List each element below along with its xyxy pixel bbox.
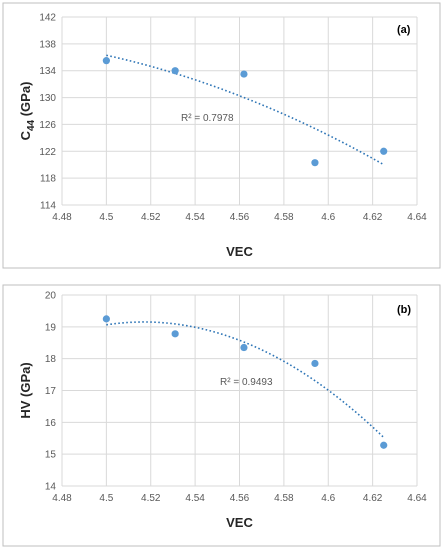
- data-point: [102, 57, 110, 65]
- y-tick-label: 18: [45, 354, 57, 365]
- panel-frame: [2, 2, 441, 269]
- y-tick-label: 142: [39, 13, 56, 24]
- x-tick-label: 4.5: [99, 493, 113, 504]
- x-tick-label: 4.58: [274, 212, 294, 223]
- data-point: [311, 359, 319, 368]
- data-point: [380, 147, 388, 155]
- x-tick-label: 4.6: [321, 493, 335, 504]
- y-tick-label: 118: [40, 174, 56, 185]
- y-axis-title-subscript: 44: [26, 119, 37, 131]
- x-tick-label: 4.48: [52, 212, 72, 223]
- y-tick-label: 15: [45, 450, 57, 461]
- x-tick-label: 4.62: [363, 212, 383, 223]
- x-tick-label: 4.52: [141, 493, 161, 504]
- y-axis-title: HV (GPa): [18, 362, 33, 418]
- y-tick-label: 138: [39, 39, 56, 50]
- x-tick-label: 4.48: [52, 493, 72, 504]
- trendline: [106, 321, 385, 439]
- y-tick-label: 130: [39, 93, 56, 104]
- y-tick-label: 134: [39, 66, 56, 77]
- y-tick-label: 14: [45, 482, 57, 493]
- x-axis-title: VEC: [226, 515, 253, 530]
- chart-panel-a: 4.48 4.5 4.52 4.54 4.56 4.58 4.6 4.62 4.64 114 118…: [2, 2, 441, 269]
- x-tick-label: 4.54: [185, 212, 205, 223]
- data-point: [240, 343, 248, 352]
- panel-frame: [2, 284, 441, 547]
- x-tick-label: 4.5: [99, 212, 113, 223]
- x-tick-label: 4.52: [141, 212, 161, 223]
- trendline: [106, 54, 385, 166]
- x-tick-label: 4.54: [185, 493, 205, 504]
- x-tick-label: 4.64: [407, 212, 427, 223]
- panel-label: (a): [397, 24, 411, 36]
- chart-panel-b: 4.48 4.5 4.52 4.54 4.56 4.58 4.6 4.62 4.64 14 15 16…: [2, 284, 441, 547]
- y-tick-label: 20: [45, 291, 57, 302]
- y-tick-label: 114: [40, 201, 56, 212]
- y-axis-title-unit: (GPa): [18, 82, 33, 120]
- data-point: [171, 330, 179, 338]
- data-point: [171, 67, 179, 75]
- panel-label: (b): [397, 304, 411, 316]
- y-axis-title-main: C: [18, 130, 33, 140]
- data-point: [311, 159, 319, 167]
- x-tick-label: 4.62: [363, 493, 383, 504]
- r-squared-label: R² = 0.7978: [181, 113, 234, 124]
- r-squared-label: R² = 0.9493: [220, 377, 273, 388]
- x-tick-label: 4.56: [230, 212, 250, 223]
- x-tick-label: 4.56: [230, 493, 250, 504]
- data-point: [102, 315, 110, 323]
- x-tick-label: 4.58: [274, 493, 294, 504]
- x-axis-title: VEC: [226, 244, 253, 259]
- x-tick-label: 4.64: [407, 493, 427, 504]
- y-tick-label: 126: [39, 120, 56, 131]
- y-tick-label: 16: [45, 418, 57, 429]
- data-point: [240, 70, 248, 78]
- y-tick-label: 17: [45, 386, 57, 397]
- y-axis-title-main: HV (GPa): [18, 362, 33, 418]
- y-axis-title: C44 (GPa): [18, 82, 37, 141]
- data-point: [380, 441, 388, 449]
- x-tick-label: 4.6: [321, 212, 335, 223]
- y-tick-label: 19: [45, 322, 57, 333]
- y-tick-label: 122: [39, 147, 56, 158]
